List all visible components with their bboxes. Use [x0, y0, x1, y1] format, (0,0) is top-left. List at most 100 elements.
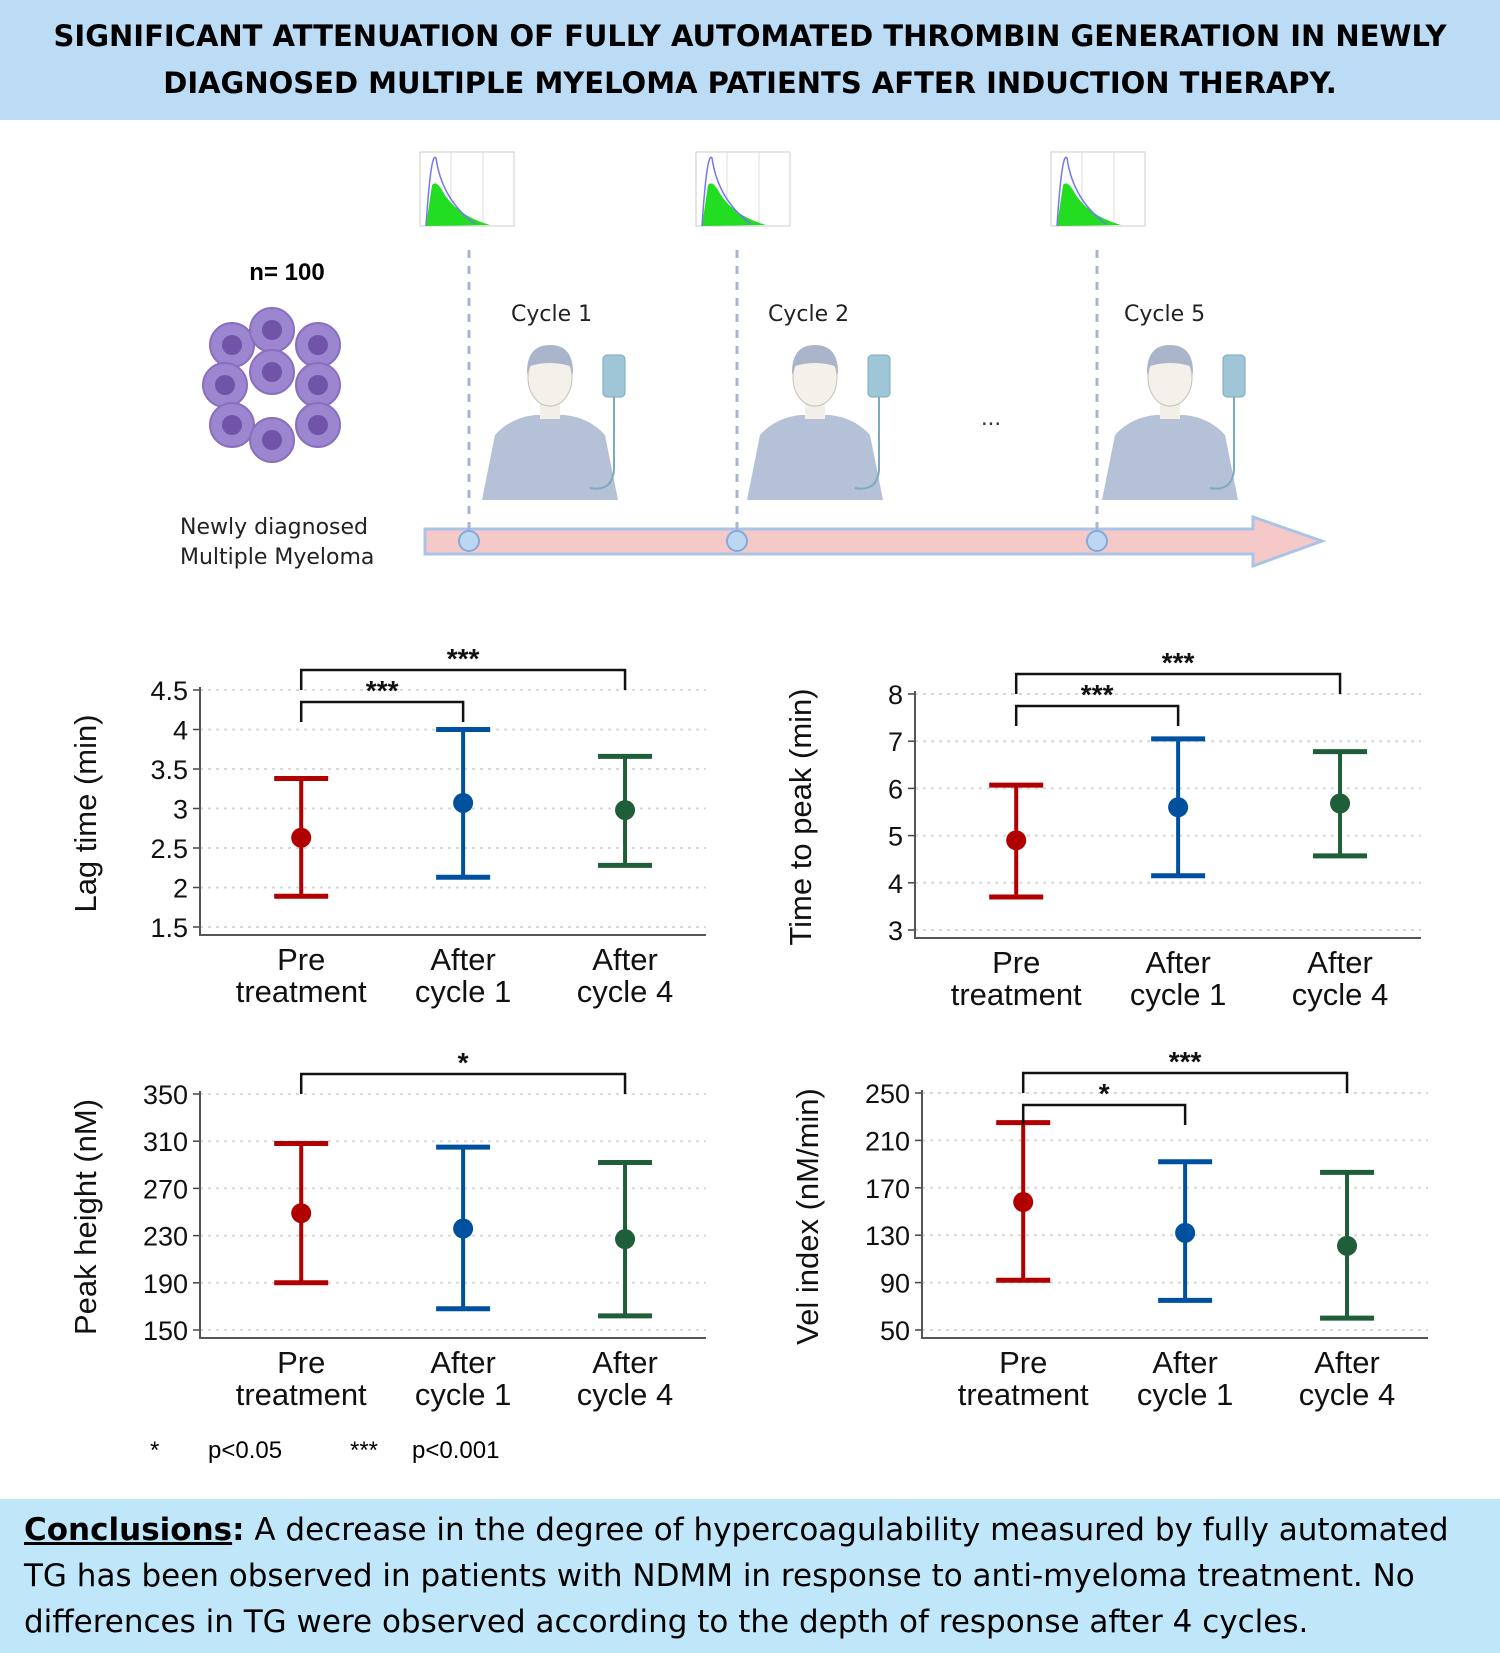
cell-nucleus	[308, 335, 328, 355]
axis-line	[914, 691, 1421, 939]
y-tick-label: 8	[888, 680, 903, 710]
y-tick-label: 4.5	[150, 676, 188, 706]
x-tick-label: treatment	[236, 974, 367, 1009]
mean-point	[291, 1203, 312, 1224]
cell-nucleus	[262, 320, 282, 340]
x-tick-label: Pre	[277, 942, 325, 977]
y-tick-label: 230	[143, 1222, 188, 1252]
mean-point	[615, 800, 636, 821]
x-tick-label: cycle 4	[1299, 1377, 1395, 1412]
error-bar-group	[436, 1144, 491, 1312]
x-tick-label: After	[1314, 1345, 1379, 1380]
patient-body	[1102, 415, 1238, 500]
y-tick-label: 130	[865, 1221, 910, 1251]
significance-label: *	[1099, 1078, 1110, 1109]
cycle-label: Cycle 5	[1124, 302, 1205, 327]
cell-nucleus	[215, 375, 235, 395]
iv-tube	[1209, 397, 1235, 490]
error-bar-group	[989, 782, 1044, 900]
x-tick-label: After	[1152, 1345, 1217, 1380]
x-tick-label: cycle 4	[577, 974, 673, 1009]
significance-bracket	[299, 1072, 627, 1094]
y-tick-label: 4	[888, 869, 903, 899]
axis-line	[199, 1091, 706, 1339]
iv-bag-icon	[602, 354, 626, 398]
y-tick-label: 2.5	[150, 834, 188, 864]
y-tick-label: 5	[888, 822, 903, 852]
mean-point	[453, 1218, 474, 1239]
y-tick-label: 310	[143, 1127, 188, 1157]
header-banner: SIGNIFICANT ATTENUATION OF FULLY AUTOMAT…	[0, 0, 1500, 120]
treatment-timeline-illustration: n= 100 Newly diagnosed Multiple Myeloma …	[180, 151, 1327, 570]
x-tick-label: cycle 1	[1130, 977, 1226, 1012]
thrombogram-line	[1056, 156, 1107, 227]
error-bar-group	[996, 1120, 1051, 1283]
significance-label: ***	[1169, 1046, 1202, 1077]
mean-point	[1006, 830, 1027, 851]
y-tick-label: 170	[865, 1174, 910, 1204]
mean-point	[615, 1229, 636, 1250]
significance-label: ***	[1162, 647, 1195, 678]
y-axis-label: Peak height (nM)	[68, 1099, 103, 1335]
x-tick-label: After	[430, 1345, 495, 1380]
conclusions-box: Conclusions: A decrease in the degree of…	[0, 1499, 1500, 1653]
patient-cap	[526, 345, 574, 375]
thrombogram-line	[701, 156, 752, 227]
cell-nucleus	[262, 430, 282, 450]
timepoint-marker	[726, 530, 748, 552]
patient-cap	[1146, 345, 1194, 375]
significance-bracket	[299, 700, 465, 722]
cell-nucleus	[308, 415, 328, 435]
x-tick-label: cycle 4	[577, 1377, 673, 1412]
iv-tube	[589, 397, 615, 490]
x-tick-label: cycle 4	[1292, 977, 1388, 1012]
iv-bag-icon	[867, 354, 891, 398]
patient-with-iv-icon	[1102, 345, 1246, 500]
y-tick-label: 350	[143, 1080, 188, 1110]
x-tick-label: cycle 1	[415, 974, 511, 1009]
vel-index-chart: 250 210 170 130 90 50 Vel index (nM/min) Pretre…	[790, 1046, 1428, 1412]
error-bar-group	[1320, 1169, 1375, 1321]
legend-three-star-text: p<0.001	[412, 1437, 500, 1464]
x-tick-label: cycle 1	[415, 1377, 511, 1412]
cycle-label: Cycle 2	[768, 302, 849, 327]
sample-size-label: n= 100	[249, 259, 324, 286]
patient-body	[747, 415, 883, 500]
y-tick-label: 150	[143, 1316, 188, 1346]
y-tick-label: 7	[888, 727, 903, 757]
mean-point	[1330, 793, 1351, 814]
y-tick-label: 3.5	[150, 755, 188, 785]
y-tick-label: 250	[865, 1079, 910, 1109]
timepoint-marker	[1086, 530, 1108, 552]
page-title: SIGNIFICANT ATTENUATION OF FULLY AUTOMAT…	[53, 19, 1447, 100]
thrombogram-curve	[426, 183, 490, 226]
y-axis-label: Lag time (min)	[68, 714, 103, 912]
timepoints: Cycle 1 Cycle 2 Cycle 5	[419, 151, 1246, 552]
patient-cap	[791, 345, 839, 375]
x-tick-label: treatment	[951, 977, 1082, 1012]
x-tick-label: After	[592, 1345, 657, 1380]
thrombogram-line	[425, 156, 476, 227]
x-tick-label: cycle 1	[1137, 1377, 1233, 1412]
significance-label: *	[458, 1047, 469, 1078]
cycle-label: Cycle 1	[511, 302, 592, 327]
y-tick-label: 2	[173, 874, 188, 904]
significance-bracket	[1021, 1071, 1349, 1093]
error-bar-group	[1158, 1159, 1213, 1303]
axis-line	[199, 687, 706, 936]
mean-point	[453, 792, 474, 813]
x-tick-label: treatment	[236, 1377, 367, 1412]
significance-label: ***	[1081, 679, 1114, 710]
x-tick-label: Pre	[277, 1345, 325, 1380]
mean-point	[1013, 1192, 1034, 1213]
x-tick-label: Pre	[992, 945, 1040, 980]
error-bar-group	[274, 1141, 329, 1286]
peak-height-chart: 350 310 270 230 190 150 Peak height (nM) Pretre…	[68, 1047, 706, 1412]
y-tick-label: 50	[880, 1316, 910, 1346]
error-bar-group	[598, 753, 653, 868]
timepoint-marker	[458, 530, 480, 552]
y-tick-label: 3	[888, 916, 903, 946]
significance-bracket	[1014, 704, 1180, 726]
x-tick-label: After	[1145, 945, 1210, 980]
significance-label: ***	[447, 643, 480, 674]
